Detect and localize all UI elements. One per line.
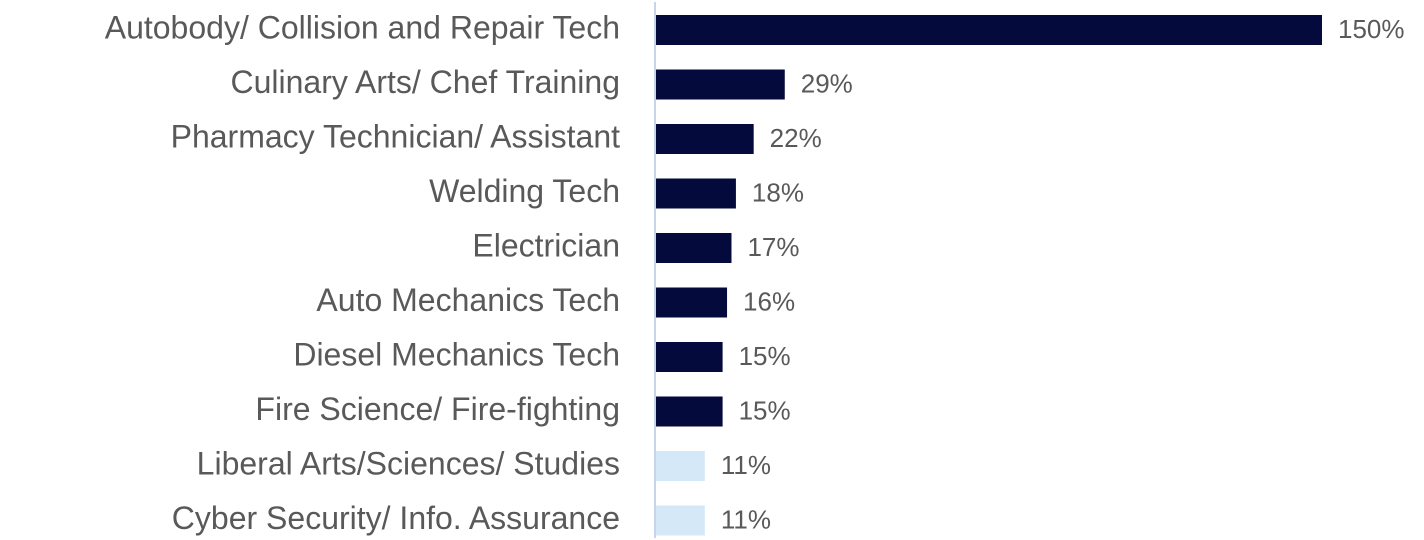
bar — [656, 69, 785, 100]
data-label: 22% — [770, 123, 822, 153]
category-label: Diesel Mechanics Tech — [293, 336, 620, 372]
category-label: Culinary Arts/ Chef Training — [231, 64, 621, 100]
data-label: 11% — [721, 450, 771, 480]
category-label: Pharmacy Technician/ Assistant — [171, 118, 621, 154]
category-label: Liberal Arts/Sciences/ Studies — [197, 445, 620, 481]
category-label: Fire Science/ Fire-fighting — [255, 391, 620, 427]
bar — [656, 342, 723, 372]
data-label: 150% — [1338, 14, 1405, 44]
category-label: Auto Mechanics Tech — [316, 282, 620, 318]
bar — [656, 124, 754, 154]
data-label: 29% — [801, 68, 853, 98]
bar — [656, 178, 736, 209]
data-label: 15% — [739, 395, 791, 425]
category-label: Cyber Security/ Info. Assurance — [172, 500, 620, 536]
data-label: 11% — [721, 504, 771, 534]
category-label: Autobody/ Collision and Repair Tech — [105, 9, 620, 45]
bar — [656, 287, 728, 318]
bar — [656, 451, 705, 481]
bar — [656, 233, 732, 263]
bar — [656, 15, 1322, 45]
category-label: Welding Tech — [429, 173, 620, 209]
data-label: 15% — [739, 341, 791, 371]
category-label: Electrician — [472, 227, 620, 263]
data-label: 18% — [752, 177, 804, 207]
data-label: 16% — [743, 286, 795, 316]
bar — [656, 396, 723, 427]
data-label: 17% — [747, 232, 799, 262]
bar — [656, 505, 705, 536]
